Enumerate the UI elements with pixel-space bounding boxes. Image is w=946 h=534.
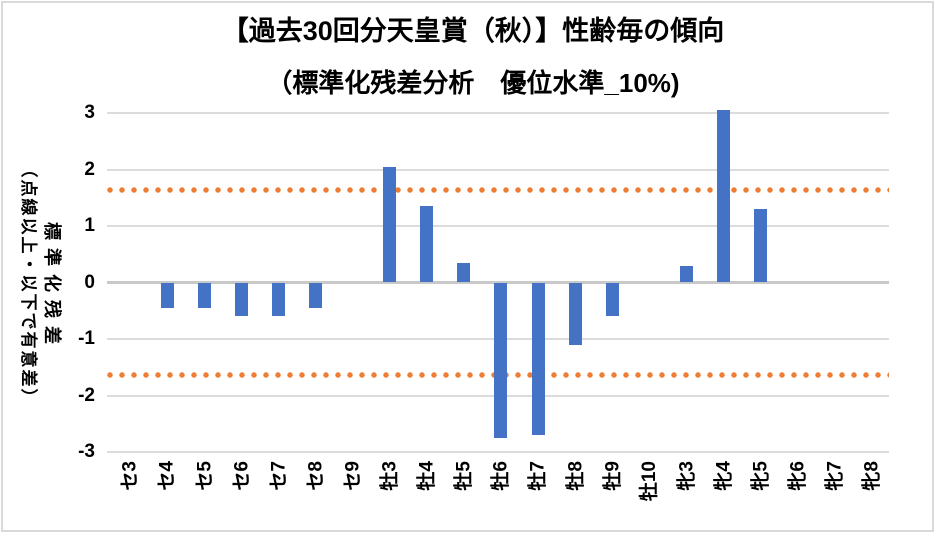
chart-subtitle: （標準化残差分析 優位水準_10%) <box>266 68 680 98</box>
gridline <box>107 112 889 114</box>
x-axis-label: 牝6 <box>787 461 809 491</box>
y-tick-label: 1 <box>84 215 95 236</box>
bar-セ6 <box>234 282 248 317</box>
x-axis-label: 牝5 <box>750 461 772 491</box>
x-axis-label: 牝3 <box>676 461 698 491</box>
x-axis-label: セ4 <box>157 461 179 491</box>
x-axis-label: 牡6 <box>490 461 512 491</box>
x-axis-label: 牡3 <box>379 461 401 491</box>
y-axis-title-line2: （点線以上・以下で有意差） <box>19 160 38 408</box>
gridline <box>107 225 889 227</box>
x-axis-label: セ5 <box>194 461 216 491</box>
x-axis-label: 牡5 <box>453 461 475 491</box>
gridline <box>107 168 889 171</box>
bar-セ7 <box>271 282 285 317</box>
y-tick-label: -3 <box>78 441 95 462</box>
y-tick-label: 3 <box>84 102 95 123</box>
x-axis-label: 牡4 <box>416 461 438 491</box>
x-axis-label: 牡7 <box>528 461 550 491</box>
bar-セ8 <box>308 282 322 308</box>
bar-牡9 <box>605 282 619 317</box>
bar-牝5 <box>754 209 768 283</box>
bar-セ4 <box>160 282 174 308</box>
y-tick-label: 0 <box>84 271 95 293</box>
bar-牡7 <box>531 282 545 436</box>
bar-牡6 <box>494 282 508 438</box>
x-axis-label: 牡9 <box>602 461 624 491</box>
bar-牡3 <box>383 166 397 283</box>
x-axis-label: 牝7 <box>824 461 846 491</box>
x-axis-label: セ8 <box>305 461 327 491</box>
x-axis-label: セ3 <box>119 461 141 491</box>
y-tick-label: 2 <box>84 158 95 180</box>
bar-セ5 <box>197 282 211 308</box>
bar-牝4 <box>717 110 731 283</box>
chart-title: 【過去30回分天皇賞（秋）】性齢毎の傾向 <box>221 16 725 46</box>
x-axis-label: セ6 <box>231 461 253 491</box>
x-axis-label: 牝8 <box>861 461 883 491</box>
bar-牡4 <box>420 206 434 283</box>
y-tick-label: -2 <box>78 384 95 406</box>
bar-牝3 <box>679 265 693 283</box>
x-axis-label: セ9 <box>342 461 364 491</box>
x-axis-label: 牡8 <box>565 461 587 491</box>
bar-牡5 <box>457 262 471 283</box>
x-axis-label: 牝4 <box>713 461 735 491</box>
threshold-line-upper <box>107 186 889 193</box>
bar-牡8 <box>568 282 582 345</box>
y-tick-label: -1 <box>78 328 95 349</box>
gridline <box>107 451 889 453</box>
x-axis-label: 牡10 <box>639 461 661 502</box>
x-axis-label: セ7 <box>268 461 290 491</box>
